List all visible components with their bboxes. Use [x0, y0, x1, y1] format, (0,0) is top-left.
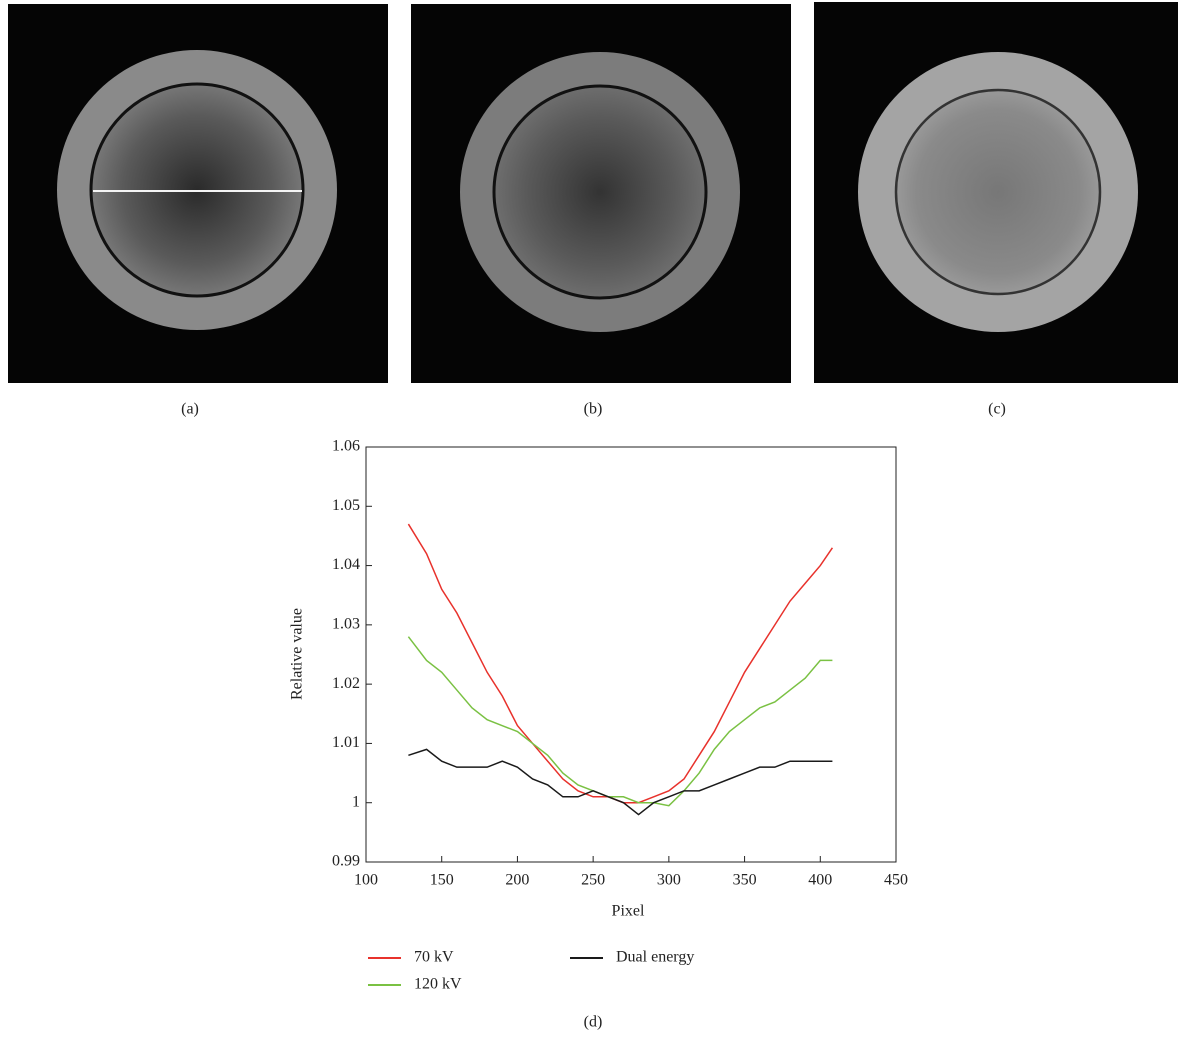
y-tick-label: 1.03	[332, 616, 360, 633]
x-tick-label: 200	[505, 872, 529, 889]
x-tick-label: 300	[657, 872, 681, 889]
series-line	[407, 636, 833, 807]
x-axis-label: Pixel	[612, 903, 645, 920]
image-c	[814, 2, 1178, 383]
y-tick-label: 0.99	[332, 853, 360, 870]
x-tick-label: 150	[430, 872, 454, 889]
y-tick-label: 1.05	[332, 497, 360, 514]
x-tick-label: 350	[733, 872, 757, 889]
legend-label: 70 kV	[414, 949, 454, 966]
caption: (c)	[988, 401, 1006, 418]
y-tick-label: 1.01	[332, 734, 360, 751]
y-tick-label: 1.02	[332, 675, 360, 692]
y-tick-label: 1.04	[332, 556, 360, 573]
x-tick-label: 250	[581, 872, 605, 889]
legend-label: Dual energy	[616, 949, 694, 966]
caption: (a)	[181, 401, 199, 418]
legend-label: 120 kV	[414, 976, 462, 993]
x-tick-label: 100	[354, 872, 378, 889]
series-line	[407, 523, 834, 804]
series-line	[408, 748, 833, 816]
x-tick-label: 450	[884, 872, 908, 889]
image-b	[411, 4, 791, 383]
y-tick-label: 1	[352, 793, 360, 810]
caption: (b)	[584, 401, 603, 418]
plot-frame	[365, 446, 897, 863]
caption: (d)	[584, 1014, 603, 1031]
x-tick-label: 400	[808, 872, 832, 889]
y-tick-label: 1.06	[332, 438, 360, 455]
y-axis-label: Relative value	[289, 608, 306, 700]
image-a	[8, 4, 388, 383]
